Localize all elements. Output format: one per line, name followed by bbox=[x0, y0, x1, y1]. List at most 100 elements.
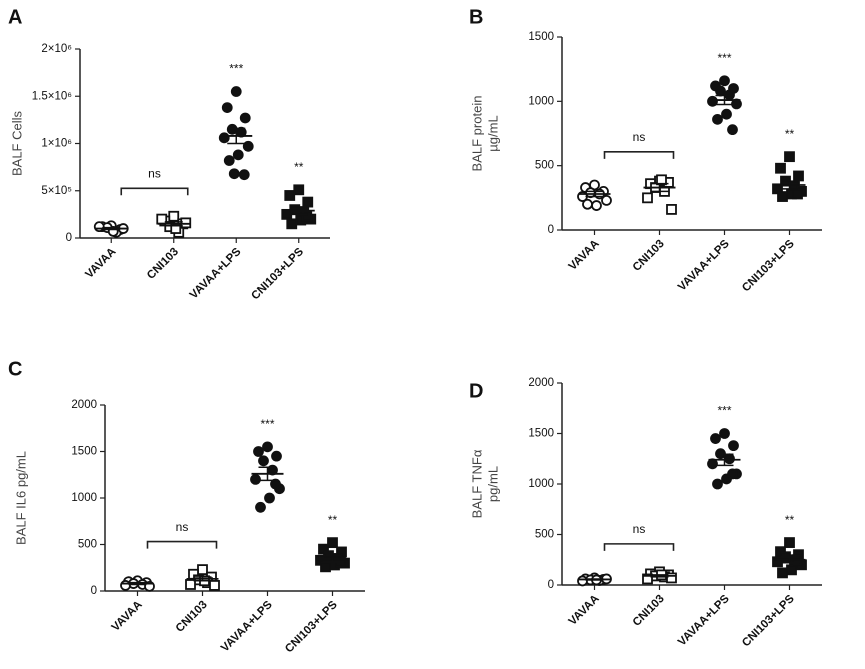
data-point bbox=[284, 190, 296, 201]
panel-label: D bbox=[469, 380, 483, 402]
x-tick-label: CNI103+LPS bbox=[249, 246, 306, 303]
significance-label: ** bbox=[328, 513, 338, 527]
data-point bbox=[719, 75, 730, 87]
data-point bbox=[270, 478, 281, 490]
significance-label: *** bbox=[717, 51, 731, 65]
y-axis-label: BALF IL6 pg/mL bbox=[13, 451, 28, 545]
data-point bbox=[228, 168, 240, 180]
y-tick-label: 500 bbox=[78, 539, 97, 551]
data-point bbox=[218, 132, 230, 144]
data-point bbox=[724, 453, 735, 465]
significance-label: ns bbox=[633, 522, 646, 536]
data-point bbox=[642, 192, 653, 204]
x-tick-label: VAVAA bbox=[110, 599, 145, 634]
data-point bbox=[293, 184, 305, 196]
data-point bbox=[223, 155, 235, 166]
y-tick-label: 1500 bbox=[528, 428, 554, 440]
significance-label: ns bbox=[176, 520, 189, 534]
significance-label: *** bbox=[229, 62, 243, 76]
y-tick-label: 1.5×10⁶ bbox=[32, 90, 72, 102]
significance-bracket bbox=[603, 151, 675, 159]
significance-label: ns bbox=[633, 130, 646, 144]
data-point bbox=[264, 492, 275, 504]
x-tick-label: VAVAA bbox=[567, 593, 602, 628]
x-tick-label: VAVAA+LPS bbox=[676, 593, 732, 649]
significance-label: ** bbox=[785, 513, 795, 527]
y-tick-label: 1500 bbox=[528, 31, 554, 43]
x-tick-label: CNI103 bbox=[631, 238, 667, 274]
y-tick-label: 2×10⁶ bbox=[41, 43, 72, 55]
data-point bbox=[258, 455, 269, 467]
data-point bbox=[712, 478, 723, 490]
data-point bbox=[226, 123, 238, 135]
y-tick-label: 0 bbox=[548, 224, 554, 236]
data-point bbox=[230, 86, 242, 97]
data-point bbox=[727, 468, 738, 480]
data-point bbox=[582, 198, 593, 210]
x-tick-label: VAVAA+LPS bbox=[188, 246, 244, 302]
data-point bbox=[168, 210, 180, 222]
data-point bbox=[784, 537, 795, 548]
data-point bbox=[715, 85, 726, 97]
data-point bbox=[221, 102, 233, 113]
data-point bbox=[185, 579, 196, 590]
significance-label: *** bbox=[717, 404, 731, 418]
y-tick-label: 2000 bbox=[528, 377, 554, 389]
y-tick-label: 0 bbox=[66, 232, 72, 244]
data-point bbox=[792, 188, 803, 200]
y-axis-label: µg/mL bbox=[485, 115, 500, 151]
y-tick-label: 500 bbox=[535, 160, 554, 172]
data-point bbox=[666, 204, 677, 215]
data-point bbox=[786, 564, 797, 576]
significance-bracket bbox=[120, 187, 189, 196]
significance-label: ns bbox=[148, 166, 161, 180]
data-point bbox=[197, 564, 208, 576]
significance-label: ** bbox=[785, 127, 795, 141]
panel-label: B bbox=[469, 6, 483, 28]
y-axis-label: BALF protein bbox=[469, 96, 484, 172]
data-point bbox=[180, 217, 192, 229]
y-axis-label: BALF TNFα bbox=[469, 449, 484, 518]
panel-label: A bbox=[8, 6, 22, 28]
x-tick-label: VAVAA bbox=[567, 238, 602, 273]
data-point bbox=[707, 95, 718, 107]
data-point bbox=[577, 575, 588, 587]
y-tick-label: 1×10⁶ bbox=[41, 138, 72, 150]
data-point bbox=[777, 191, 788, 202]
data-point bbox=[793, 170, 804, 182]
data-point bbox=[728, 440, 739, 452]
significance-label: *** bbox=[260, 417, 274, 431]
x-tick-label: VAVAA bbox=[83, 246, 118, 281]
y-tick-label: 1000 bbox=[528, 95, 554, 107]
data-point bbox=[666, 572, 677, 584]
data-point bbox=[327, 537, 338, 549]
data-point bbox=[784, 151, 795, 163]
data-point bbox=[642, 573, 653, 585]
data-point bbox=[271, 450, 282, 462]
x-tick-label: VAVAA+LPS bbox=[219, 599, 275, 655]
data-point bbox=[239, 112, 251, 124]
y-tick-label: 0 bbox=[91, 585, 97, 597]
data-point bbox=[601, 195, 612, 206]
data-point bbox=[253, 446, 264, 457]
x-tick-label: CNI103+LPS bbox=[740, 238, 797, 295]
data-point bbox=[772, 556, 783, 568]
data-point bbox=[777, 567, 788, 579]
significance-bracket bbox=[603, 543, 675, 551]
data-point bbox=[591, 200, 602, 211]
data-point bbox=[255, 501, 266, 513]
x-tick-label: CNI103+LPS bbox=[283, 599, 340, 656]
data-point bbox=[301, 210, 313, 222]
x-tick-label: VAVAA+LPS bbox=[676, 238, 732, 294]
x-tick-label: CNI103 bbox=[631, 593, 667, 629]
y-tick-label: 5×10⁵ bbox=[41, 185, 72, 197]
data-point bbox=[727, 124, 738, 136]
y-axis-label: BALF Cells bbox=[9, 110, 24, 176]
data-point bbox=[232, 149, 244, 161]
data-point bbox=[710, 433, 721, 444]
data-point bbox=[286, 218, 298, 230]
data-point bbox=[721, 108, 732, 120]
y-tick-label: 0 bbox=[548, 579, 554, 591]
data-point bbox=[242, 140, 254, 152]
